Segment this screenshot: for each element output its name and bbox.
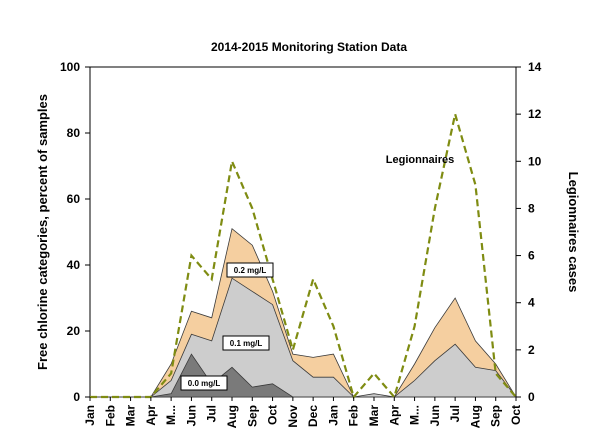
right-tick-label: 0 — [528, 390, 535, 404]
area-label-box — [226, 262, 274, 278]
area-label-0-0-mg-l: 0.0 mg/L — [180, 375, 228, 391]
x-tick-label: Apr — [387, 405, 401, 426]
line-legionnaires — [90, 113, 517, 400]
x-tick-label: Mar — [124, 405, 138, 427]
x-tick-label: M... — [408, 405, 422, 425]
label-layer: 0.2 mg/L 0.1 mg/L 0.0 mg/L Legionnaires — [180, 154, 454, 391]
right-tick-label: 2 — [528, 343, 535, 357]
x-tick-label: Jul — [205, 405, 219, 422]
x-tick-label: M... — [164, 405, 178, 425]
area-label-box — [222, 335, 270, 351]
x-tick-label: Jul — [448, 405, 462, 422]
left-tick-label: 100 — [60, 60, 80, 74]
x-tick-label: Sep — [489, 405, 503, 427]
x-tick-label: Sep — [245, 405, 259, 427]
right-tick-label: 4 — [528, 296, 535, 310]
left-tick-label: 20 — [67, 324, 81, 338]
left-tick-label: 80 — [67, 126, 81, 140]
right-tick-label: 14 — [528, 60, 542, 74]
area-label-0-1-mg-l: 0.1 mg/L — [222, 335, 270, 351]
area-label-text: 0.2 mg/L — [234, 266, 267, 275]
x-tick-label: Aug — [468, 405, 482, 428]
area-label-box — [180, 375, 228, 391]
x-tick-label: Apr — [144, 405, 158, 426]
area-label-0-2-mg-l: 0.2 mg/L — [226, 262, 274, 278]
right-tick-label: 6 — [528, 249, 535, 263]
x-tick-label: Mar — [367, 405, 381, 427]
left-tick-label: 0 — [73, 390, 80, 404]
x-tick-label: Jun — [184, 405, 198, 426]
left-axis-title: Free chlorine categories, percent of sam… — [35, 94, 50, 370]
x-tick-label: Jun — [428, 405, 442, 426]
x-tick-label: Aug — [225, 405, 239, 428]
x-tick-label: Dec — [306, 405, 320, 427]
left-tick-label: 60 — [67, 192, 81, 206]
left-tick-label: 40 — [67, 258, 81, 272]
right-tick-label: 10 — [528, 154, 542, 168]
line-series-label: Legionnaires — [386, 154, 454, 166]
x-tick-label: Jan — [326, 405, 340, 426]
axes-layer: 0 20 40 60 80 100 0 2 4 6 8 10 12 14 Jan Feb Mar Apr M... J… — [60, 60, 542, 428]
right-tick-label: 12 — [528, 107, 542, 121]
area-label-text: 0.1 mg/L — [230, 339, 263, 348]
line-layer — [90, 113, 517, 400]
area-label-text: 0.0 mg/L — [188, 379, 221, 388]
right-axis-title: Legionnaires cases — [566, 172, 581, 293]
x-tick-label: Feb — [347, 405, 361, 426]
x-tick-label: Feb — [103, 405, 117, 426]
right-tick-label: 8 — [528, 201, 535, 215]
x-tick-label: Nov — [286, 405, 300, 428]
x-tick-label: Jan — [83, 405, 97, 426]
chart-title: 2014-2015 Monitoring Station Data — [211, 40, 407, 54]
x-tick-label: Oct — [266, 405, 280, 425]
x-tick-label: Oct — [509, 405, 523, 425]
